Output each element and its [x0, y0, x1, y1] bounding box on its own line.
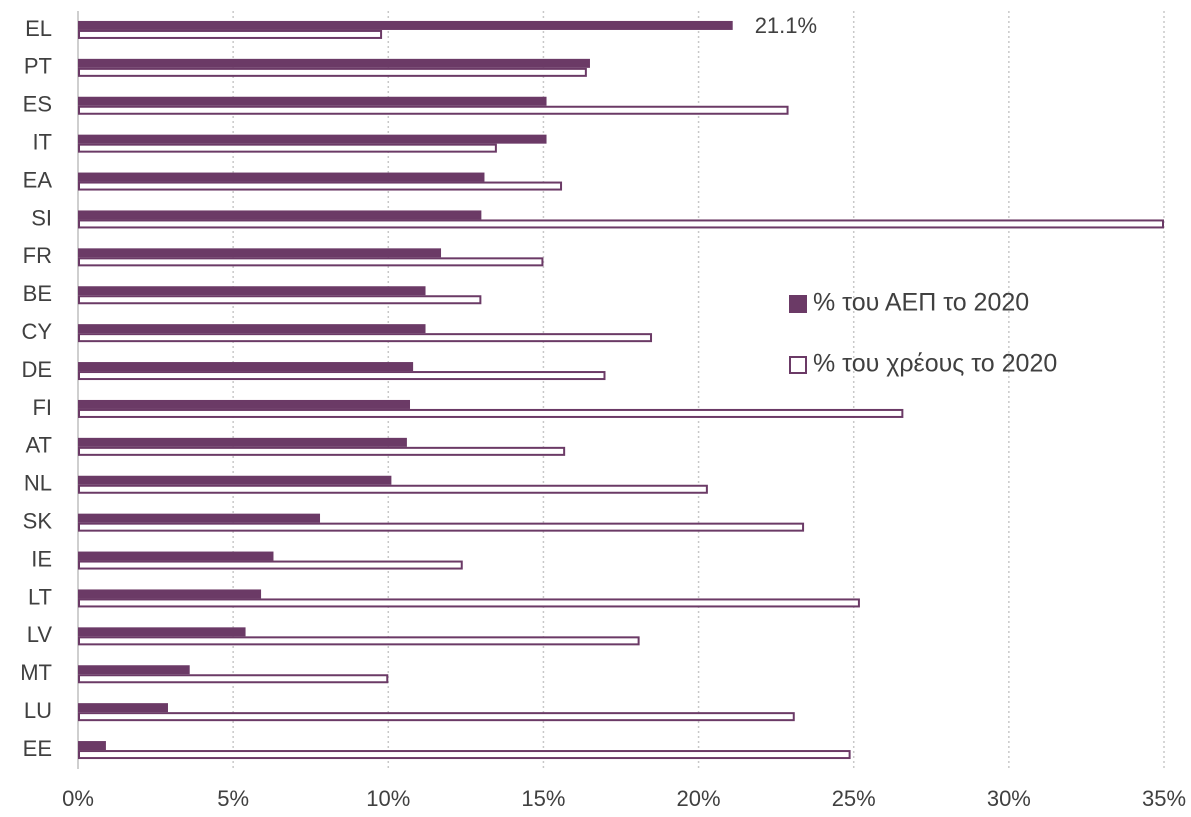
y-tick-label: FI [32, 395, 52, 420]
bar [78, 181, 563, 191]
bar [78, 96, 547, 106]
bar [78, 29, 383, 39]
bar [78, 143, 497, 153]
y-tick-label: CY [21, 319, 52, 344]
bar [78, 551, 274, 561]
bar [78, 134, 547, 144]
y-tick-label: DE [21, 357, 52, 382]
y-tick-label: PT [24, 54, 52, 79]
bar [78, 257, 544, 267]
y-tick-label: BE [23, 281, 52, 306]
x-tick-label: 30% [987, 786, 1031, 811]
legend: % του ΑΕΠ το 2020 % του χρέους το 2020 [789, 289, 1057, 378]
bar [78, 67, 587, 77]
x-tick-label: 15% [521, 786, 565, 811]
bar [78, 475, 392, 485]
y-tick-label: LU [24, 698, 52, 723]
bar [78, 248, 442, 258]
y-tick-label: NL [24, 471, 52, 496]
bar [78, 446, 566, 456]
y-tick-label: IE [31, 546, 52, 571]
bar [78, 219, 1164, 229]
bar [78, 636, 640, 646]
y-tick-label: ES [23, 92, 52, 117]
x-tick-label: 25% [832, 786, 876, 811]
bar [78, 324, 426, 334]
bar [78, 598, 860, 608]
bar [78, 712, 795, 722]
data-label: 21.1% [755, 13, 817, 38]
bar [78, 333, 653, 343]
y-tick-label: EA [23, 167, 53, 192]
y-tick-label: FR [23, 243, 52, 268]
bar [78, 560, 463, 570]
bar [78, 703, 168, 713]
bar [78, 437, 407, 447]
bar [78, 172, 485, 182]
bar [78, 589, 262, 599]
bar [78, 665, 190, 675]
legend-swatch [789, 295, 807, 313]
bar [78, 750, 851, 760]
y-tick-label: SK [23, 508, 53, 533]
x-tick-label: 20% [677, 786, 721, 811]
y-tick-label: LT [28, 584, 52, 609]
bar [78, 295, 482, 305]
bar [78, 522, 805, 532]
bar [78, 210, 482, 220]
y-tick-label: SI [31, 205, 52, 230]
y-tick-label: EE [23, 736, 52, 761]
legend-label: % του ΑΕΠ το 2020 [813, 289, 1029, 317]
y-tick-label: IT [32, 129, 52, 154]
bar [78, 286, 426, 296]
y-tick-label: LV [27, 622, 53, 647]
legend-label: % του χρέους το 2020 [813, 350, 1057, 378]
x-tick-label: 0% [62, 786, 94, 811]
bar [78, 371, 606, 381]
x-tick-label: 35% [1142, 786, 1186, 811]
bar [78, 399, 411, 409]
y-tick-label: EL [25, 16, 52, 41]
bar [78, 513, 321, 523]
bar [78, 20, 733, 30]
bar [78, 362, 414, 372]
bar [78, 627, 246, 637]
bar [78, 105, 789, 115]
bar [78, 58, 590, 68]
legend-swatch [789, 356, 807, 374]
bar [78, 484, 708, 494]
y-tick-label: AT [26, 433, 52, 458]
bar [78, 674, 389, 684]
y-tick-label: MT [20, 660, 52, 685]
bar [78, 408, 904, 418]
bar [78, 741, 106, 751]
x-tick-label: 5% [217, 786, 249, 811]
x-tick-label: 10% [366, 786, 410, 811]
